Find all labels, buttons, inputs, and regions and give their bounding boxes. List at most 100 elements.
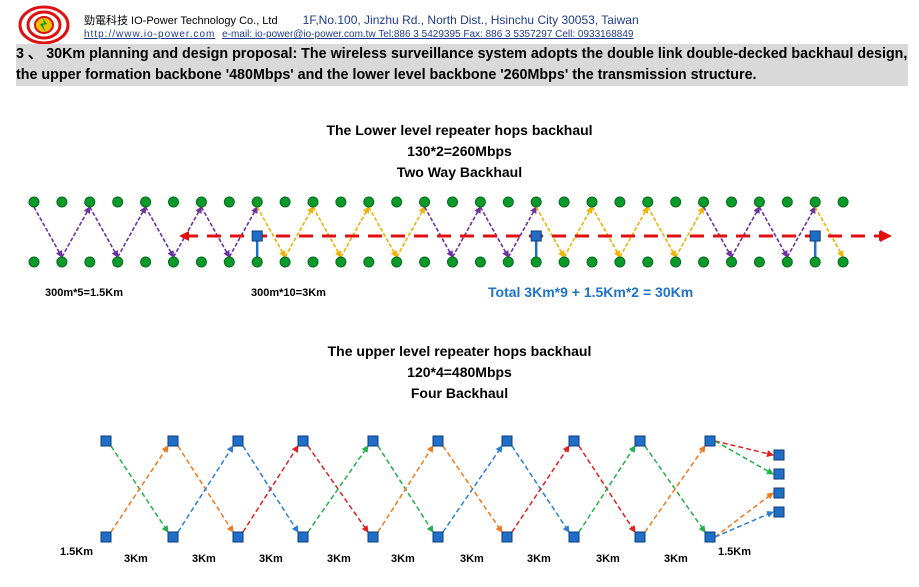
node-top [837, 196, 849, 208]
hop-link [697, 200, 733, 258]
repeater-top [568, 435, 580, 447]
upper-distance-label: 3Km [327, 553, 351, 565]
hop-link [530, 200, 565, 258]
node-bottom [698, 256, 710, 268]
company-logo [18, 5, 70, 45]
hop-link [28, 200, 63, 258]
upper-distance-label: 3Km [124, 553, 148, 565]
node-top [84, 196, 96, 208]
hop-link [223, 206, 258, 264]
upper-distance-label: 3Km [259, 553, 283, 565]
hop-link [195, 200, 230, 258]
hop-link [55, 206, 91, 264]
node-bottom [447, 256, 458, 268]
node-top [391, 196, 403, 208]
node-top [726, 196, 737, 208]
lower-label-1-5km: 300m*5=1.5Km [45, 287, 123, 299]
node-top [586, 196, 598, 208]
repeater-bottom [367, 531, 379, 543]
upper-distance-label: 3Km [596, 553, 620, 565]
node-top [56, 196, 68, 208]
hop-link [446, 206, 482, 264]
backhaul-link [708, 492, 774, 544]
upper-distance-label: 3Km [192, 553, 216, 565]
backhaul-link [708, 436, 774, 457]
node-bottom [586, 256, 598, 268]
node-bottom [502, 256, 514, 268]
repeater-bottom [634, 531, 646, 543]
node-top [251, 196, 263, 208]
node-top [642, 196, 654, 208]
node-top [168, 196, 179, 208]
hop-link [167, 206, 203, 264]
hop-link [474, 200, 509, 258]
backhaul-link [708, 511, 774, 543]
node-bottom [642, 256, 654, 268]
upper-distance-label: 3Km [527, 553, 551, 565]
node-bottom [56, 256, 68, 268]
hop-link [279, 206, 314, 264]
backhaul-link [301, 445, 369, 539]
backhaul-link [436, 445, 503, 539]
backhaul-link [371, 445, 434, 539]
node-top [28, 196, 40, 208]
hop-link [753, 200, 788, 258]
backhaul-link [236, 445, 299, 539]
repeater-top [432, 435, 444, 447]
hop-link [558, 206, 593, 264]
backhaul-link [104, 445, 169, 539]
repeater-top [501, 435, 513, 447]
upper-title: The upper level repeater hops backhaul [327, 343, 592, 359]
hop-link [809, 200, 844, 258]
contact-line: http://www.io-power.com e-mail: io-power… [84, 29, 634, 40]
upper-distance-label: 3Km [391, 553, 415, 565]
hop-link [669, 206, 705, 264]
node-top [809, 196, 821, 208]
upper-distance-label: 1.5Km [60, 546, 94, 558]
repeater-bottom [297, 531, 309, 543]
node-bottom [363, 256, 375, 268]
lower-label-3km: 300m*10=3Km [251, 287, 326, 299]
hop-link [390, 206, 426, 264]
repeater-end [773, 468, 785, 480]
upper-distance-label: 3Km [460, 553, 484, 565]
repeater-bottom [568, 531, 580, 543]
lower-title-block: The Lower level repeater hops backhaul 1… [0, 120, 919, 183]
repeater-top [232, 435, 244, 447]
backhaul-link [572, 445, 636, 539]
hop-link [502, 206, 537, 264]
upper-subtitle: Four Backhaul [410, 385, 509, 401]
repeater-top [704, 435, 716, 447]
node-bottom [223, 256, 235, 268]
hop-link [613, 206, 649, 264]
heading-line-1: 3 、 30Km planning and design proposal: T… [16, 46, 908, 62]
upper-distance-label: 3Km [664, 553, 688, 565]
node-top [307, 196, 319, 208]
lower-hop-links [28, 200, 844, 264]
backhaul-link [708, 434, 774, 475]
node-top [279, 196, 291, 208]
node-top [474, 196, 486, 208]
node-top [781, 196, 793, 208]
lower-total: Total 3Km*9 + 1.5Km*2 = 30Km [488, 284, 694, 300]
node-top [447, 196, 458, 208]
node-top [335, 196, 347, 208]
lower-formula: 130*2=260Mbps [407, 143, 512, 159]
hop-link [586, 200, 621, 258]
section-heading: 3 、 30Km planning and design proposal: T… [16, 44, 908, 86]
hop-link [334, 206, 370, 264]
website-link[interactable]: http://www.io-power.com [84, 29, 216, 40]
company-header: 勁電科技 IO-Power Technology Co., Ltd 1F,No.… [84, 12, 639, 28]
node-top [223, 196, 235, 208]
upper-hop-links [104, 434, 774, 544]
upper-repeaters [100, 435, 785, 543]
hop-link [725, 206, 761, 264]
node-bottom [558, 256, 570, 268]
node-bottom [168, 256, 179, 268]
repeater-top [634, 435, 646, 447]
repeater-top [167, 435, 179, 447]
node-top [112, 196, 124, 208]
node-top [502, 196, 514, 208]
upper-formula: 120*4=480Mbps [407, 364, 512, 380]
